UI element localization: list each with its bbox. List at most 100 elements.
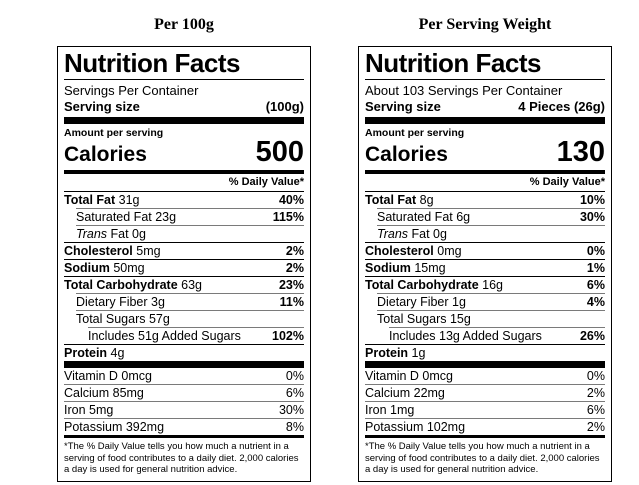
- nutrient-row: Vitamin D 0mcg 0%: [365, 368, 605, 384]
- column-per-serving-weight: Per Serving Weight Nutrition Facts About…: [358, 16, 612, 482]
- calories-label: Calories: [365, 143, 448, 166]
- nutrition-facts-heading: Nutrition Facts: [365, 49, 605, 80]
- amount-per-serving-label: Amount per serving: [64, 127, 164, 139]
- calories-value: 130: [556, 136, 605, 168]
- nutrient-daily-value: 40%: [278, 193, 304, 207]
- nutrient-row: Cholesterol 0mg 0%: [365, 242, 605, 259]
- servings-per-container: Servings Per Container: [64, 83, 199, 98]
- nutrient-daily-value: 0%: [586, 369, 605, 383]
- nutrient-row: Total Fat 8g 10%: [365, 191, 605, 208]
- nutrient-name: Cholesterol 5mg: [64, 244, 161, 258]
- nutrient-name: Calcium 85mg: [64, 386, 144, 400]
- nutrient-daily-value: 8%: [285, 420, 304, 434]
- nutrient-name: Cholesterol 0mg: [365, 244, 462, 258]
- calories-label: Calories: [64, 143, 147, 166]
- nutrient-row: Iron 5mg 30%: [64, 401, 304, 418]
- nutrient-row: Total Sugars 57g: [76, 310, 304, 327]
- nutrient-daily-value: 6%: [586, 278, 605, 292]
- serving-size-value: 4 Pieces (26g): [518, 99, 605, 114]
- nutrient-name: Total Fat 8g: [365, 193, 434, 207]
- nutrient-row: Saturated Fat 6g 30%: [377, 208, 605, 225]
- section-divider-bar: [365, 361, 605, 368]
- nutrient-row: Total Carbohydrate 63g 23%: [64, 276, 304, 293]
- nutrient-daily-value: 0%: [285, 369, 304, 383]
- calories-row: Calories 130: [365, 138, 605, 169]
- nutrient-rows: Total Fat 31g 40% Saturated Fat 23g 115% Tra…: [64, 191, 304, 361]
- daily-value-header: % Daily Value*: [228, 176, 304, 188]
- serving-size-row: Serving size (100g): [64, 98, 304, 117]
- section-divider-bar: [64, 117, 304, 124]
- nutrient-name: Includes 51g Added Sugars: [88, 329, 241, 343]
- nutrient-daily-value: 1%: [586, 261, 605, 275]
- nutrient-daily-value: 11%: [279, 295, 304, 309]
- nutrient-name: Protein 4g: [64, 346, 125, 360]
- nutrient-daily-value: 30%: [579, 210, 605, 224]
- nutrient-name: Potassium 102mg: [365, 420, 466, 434]
- nutrient-name: Total Sugars 57g: [76, 312, 170, 326]
- nutrient-name: Total Sugars 15g: [377, 312, 471, 326]
- nutrient-row: Vitamin D 0mcg 0%: [64, 368, 304, 384]
- servings-per-container: About 103 Servings Per Container: [365, 83, 563, 98]
- nutrient-name: Total Fat 31g: [64, 193, 140, 207]
- amount-per-serving-label: Amount per serving: [365, 127, 465, 139]
- nutrient-daily-value: 2%: [586, 420, 605, 434]
- nutrition-label: Nutrition Facts Servings Per Container S…: [57, 46, 311, 482]
- nutrient-row: Total Sugars 15g: [377, 310, 605, 327]
- nutrient-row: Potassium 392mg 8%: [64, 418, 304, 435]
- nutrient-daily-value: 4%: [586, 295, 605, 309]
- nutrient-daily-value: 30%: [278, 403, 304, 417]
- nutrient-daily-value: 10%: [579, 193, 605, 207]
- section-divider-bar: [365, 170, 605, 174]
- nutrient-name: Dietary Fiber 3g: [76, 295, 165, 309]
- nutrient-name: Total Carbohydrate 16g: [365, 278, 504, 292]
- nutrient-name: Sodium 15mg: [365, 261, 446, 275]
- nutrition-facts-heading: Nutrition Facts: [64, 49, 304, 80]
- nutrient-name: Includes 13g Added Sugars: [389, 329, 542, 343]
- nutrient-daily-value: 2%: [285, 261, 304, 275]
- section-divider-bar: [64, 361, 304, 368]
- column-per-100g: Per 100g Nutrition Facts Servings Per Co…: [57, 16, 311, 482]
- nutrient-row: Trans Fat 0g: [377, 225, 605, 242]
- nutrient-daily-value: 23%: [278, 278, 304, 292]
- nutrient-daily-value: 6%: [586, 403, 605, 417]
- nutrient-row: Calcium 22mg 2%: [365, 384, 605, 401]
- nutrient-row: Saturated Fat 23g 115%: [76, 208, 304, 225]
- calories-value: 500: [255, 136, 304, 168]
- nutrient-row: Iron 1mg 6%: [365, 401, 605, 418]
- nutrient-name: Dietary Fiber 1g: [377, 295, 466, 309]
- nutrient-row: Total Carbohydrate 16g 6%: [365, 276, 605, 293]
- nutrient-name: Trans Fat 0g: [377, 227, 447, 241]
- footnote: *The % Daily Value tells you how much a …: [64, 441, 299, 475]
- nutrient-name: Potassium 392mg: [64, 420, 165, 434]
- nutrient-name: Vitamin D 0mcg: [64, 369, 152, 383]
- nutrient-row: Protein 4g: [64, 344, 304, 361]
- nutrient-row: Trans Fat 0g: [76, 225, 304, 242]
- nutrient-daily-value: 26%: [579, 329, 605, 343]
- nutrient-row: Cholesterol 5mg 2%: [64, 242, 304, 259]
- serving-size-value: (100g): [265, 99, 304, 114]
- nutrient-name: Vitamin D 0mcg: [365, 369, 453, 383]
- nutrient-row: Includes 13g Added Sugars 26%: [389, 327, 605, 344]
- nutrient-row: Dietary Fiber 1g 4%: [377, 293, 605, 310]
- nutrient-name: Total Carbohydrate 63g: [64, 278, 203, 292]
- section-divider-bar: [64, 170, 304, 174]
- section-divider-bar: [365, 435, 605, 438]
- nutrient-name: Calcium 22mg: [365, 386, 445, 400]
- nutrient-row: Calcium 85mg 6%: [64, 384, 304, 401]
- nutrient-row: Protein 1g: [365, 344, 605, 361]
- nutrient-row: Sodium 15mg 1%: [365, 259, 605, 276]
- nutrient-name: Iron 1mg: [365, 403, 415, 417]
- nutrient-daily-value: 6%: [285, 386, 304, 400]
- nutrition-label: Nutrition Facts About 103 Servings Per C…: [358, 46, 612, 482]
- nutrient-name: Trans Fat 0g: [76, 227, 146, 241]
- serving-size-row: Serving size 4 Pieces (26g): [365, 98, 605, 117]
- calories-row: Calories 500: [64, 138, 304, 169]
- nutrient-row: Includes 51g Added Sugars 102%: [88, 327, 304, 344]
- serving-size-label: Serving size: [365, 99, 441, 114]
- daily-value-header: % Daily Value*: [529, 176, 605, 188]
- nutrient-row: Total Fat 31g 40%: [64, 191, 304, 208]
- nutrient-daily-value: 115%: [272, 210, 304, 224]
- nutrient-daily-value: 2%: [586, 386, 605, 400]
- nutrient-daily-value: 0%: [586, 244, 605, 258]
- footnote: *The % Daily Value tells you how much a …: [365, 441, 600, 475]
